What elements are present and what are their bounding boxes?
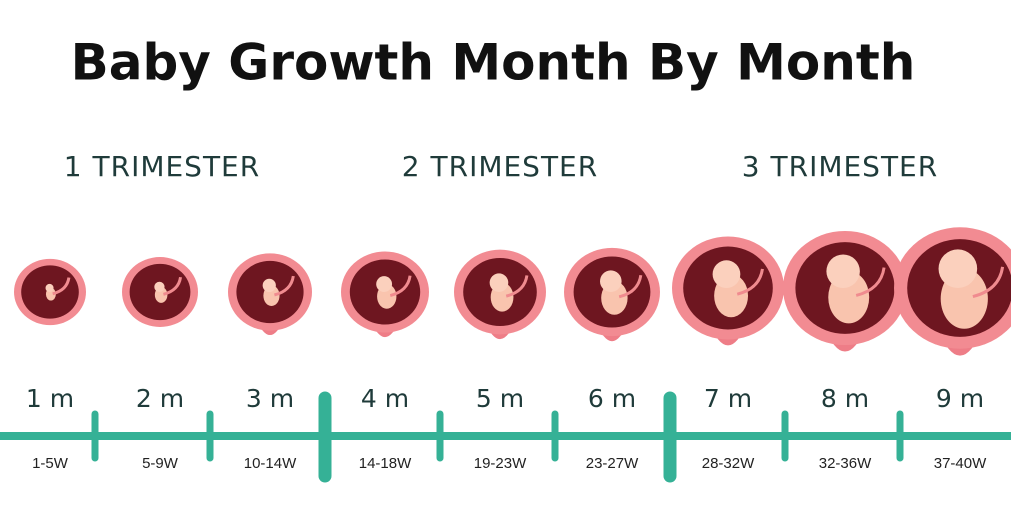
month-label: 4 m [361,384,409,413]
umbilical-cord [505,275,529,298]
baby-head [712,260,741,289]
baby-head [376,276,393,292]
month-label: 6 m [588,384,636,413]
weeks-label: 1-5W [32,455,69,472]
weeks-label: 37-40W [934,455,987,472]
month-label: 1 m [26,384,74,413]
month-label: 8 m [821,384,869,413]
weeks-label: 5-9W [142,455,179,472]
uterus [228,253,312,336]
baby-head [600,270,622,293]
baby-head [45,283,54,293]
uterus [564,247,660,342]
uterus [341,251,429,338]
umbilical-cord [855,267,886,297]
baby-head [154,281,165,292]
month-label: 3 m [246,384,294,413]
title: Baby Growth Month By Month [71,34,916,92]
baby-head [826,254,860,288]
umbilical-cord [274,275,295,297]
umbilical-cord [52,277,71,296]
umbilical-cord [618,274,643,299]
umbilical-cord [736,268,764,296]
weeks-label: 14-18W [359,455,412,472]
uterus [672,236,784,346]
umbilical-cord [163,276,183,296]
baby-head [938,249,978,288]
weeks-label: 28-32W [702,455,755,472]
baby-head [489,273,509,292]
weeks-label: 10-14W [244,455,297,472]
trimester-label: 2 TRIMESTER [402,150,598,183]
illustrations [14,227,1011,356]
trimester-label: 1 TRIMESTER [64,150,260,183]
weeks-label: 32-36W [819,455,872,472]
weeks-label: 23-27W [586,455,639,472]
uterus [894,227,1011,356]
uterus [122,257,198,327]
trimester-label: 3 TRIMESTER [742,150,938,183]
uterus [783,230,907,352]
month-label: 7 m [704,384,752,413]
uterus [454,249,546,340]
uterus [14,258,86,326]
umbilical-cord [389,275,412,297]
month-label: 5 m [476,384,524,413]
baby-head [262,278,276,293]
month-label: 2 m [136,384,184,413]
month-label: 9 m [936,384,984,413]
weeks-label: 19-23W [474,455,527,472]
umbilical-cord [972,266,1005,299]
